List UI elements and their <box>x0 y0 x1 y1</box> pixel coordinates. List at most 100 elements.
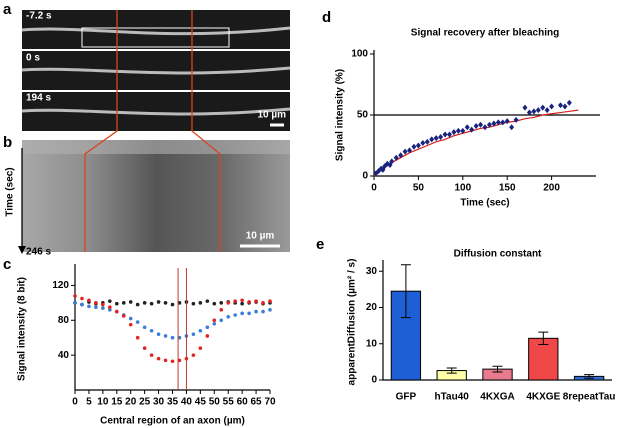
data-point <box>128 322 133 327</box>
data-point <box>240 311 244 316</box>
data-point <box>557 102 563 109</box>
data-point <box>424 138 430 145</box>
data-point <box>509 124 515 131</box>
data-point <box>170 359 175 364</box>
error-bar <box>446 367 457 374</box>
data-point <box>544 107 550 114</box>
x-tick-label: 200 <box>543 183 560 194</box>
x-tick-label: 50 <box>209 397 221 408</box>
error-bar <box>400 264 411 319</box>
data-point <box>268 308 272 312</box>
x-tick-label: 65 <box>251 397 263 408</box>
y-axis-label: Time (sec) <box>5 167 16 216</box>
bleach-marker <box>84 10 118 252</box>
y-tick-label: 0 <box>362 171 368 182</box>
data-point <box>247 311 251 316</box>
data-point <box>198 346 203 350</box>
data-point <box>473 122 479 129</box>
data-point <box>163 334 168 338</box>
timestamp: 0 s <box>26 53 40 64</box>
data-point <box>121 301 126 305</box>
data-point <box>226 315 231 319</box>
data-point <box>482 124 488 131</box>
x-tick-label: 0 <box>371 183 377 194</box>
data-point <box>80 296 84 301</box>
data-point <box>212 321 217 326</box>
data-point <box>513 116 519 123</box>
data-point <box>478 121 484 128</box>
data-point <box>219 301 224 305</box>
data-point <box>135 320 140 324</box>
x-axis-label: Time (sec) <box>460 198 509 209</box>
x-tick-label: 20 <box>125 397 137 408</box>
data-point <box>128 300 133 304</box>
y-axis-label: Signal intensity (%) <box>335 69 346 161</box>
data-point <box>149 353 154 357</box>
data-point <box>114 309 119 314</box>
data-point <box>254 299 258 303</box>
data-point <box>73 301 77 305</box>
x-tick-label: GFP <box>396 392 417 403</box>
data-point <box>142 325 147 330</box>
data-point <box>219 318 224 323</box>
y-tick-label: 20 <box>366 302 378 313</box>
data-point <box>268 299 272 303</box>
data-point <box>191 332 196 337</box>
data-point <box>442 131 448 138</box>
kymograph <box>22 140 290 252</box>
panel-letter: b <box>3 134 12 151</box>
data-point <box>535 107 541 114</box>
end-time: 246 s <box>26 247 51 258</box>
x-tick-label: 55 <box>223 397 235 408</box>
data-point <box>156 332 161 337</box>
data-point <box>101 306 105 310</box>
data-point <box>407 147 413 154</box>
data-point <box>149 328 154 333</box>
data-point <box>108 308 112 312</box>
data-point <box>205 334 210 338</box>
data-point <box>212 301 217 306</box>
data-point <box>415 142 421 149</box>
data-point <box>163 358 168 363</box>
data-point <box>198 301 203 305</box>
data-point <box>219 308 224 312</box>
data-point <box>398 152 404 159</box>
data-point <box>170 335 175 340</box>
panel-letter: e <box>316 236 324 253</box>
data-point <box>135 335 140 340</box>
data-point <box>149 301 154 306</box>
data-point <box>212 318 217 323</box>
bleach-marker <box>191 10 221 252</box>
x-tick-label: hTau40 <box>435 392 470 403</box>
x-tick-label: 40 <box>181 397 193 408</box>
data-point <box>420 140 426 147</box>
error-bar <box>492 365 503 373</box>
x-tick-label: 35 <box>167 397 179 408</box>
data-point <box>540 104 546 111</box>
data-point <box>170 302 175 307</box>
data-point <box>80 302 84 307</box>
data-point <box>233 299 237 303</box>
y-tick-label: 120 <box>52 280 69 291</box>
x-tick-label: 50 <box>413 183 425 194</box>
y-tick-label: 100 <box>351 49 368 60</box>
y-tick-label: 10 <box>366 338 378 349</box>
panel-letter: d <box>322 9 331 26</box>
data-point <box>460 127 466 134</box>
x-tick-label: 25 <box>139 397 151 408</box>
error-bar <box>584 374 595 379</box>
data-point <box>135 302 140 307</box>
data-point <box>549 103 555 110</box>
timestamp: -7.2 s <box>26 11 52 22</box>
y-tick-label: 50 <box>357 110 369 121</box>
data-point <box>94 305 98 310</box>
data-point <box>87 304 91 309</box>
data-point <box>469 126 475 133</box>
x-tick-label: 4KXGA <box>480 392 514 403</box>
data-point <box>191 353 196 357</box>
data-point <box>566 99 572 106</box>
chart-title: Signal recovery after bleaching <box>411 28 559 39</box>
data-point <box>455 127 461 134</box>
x-tick-label: 100 <box>454 183 471 194</box>
data-point <box>142 346 147 350</box>
